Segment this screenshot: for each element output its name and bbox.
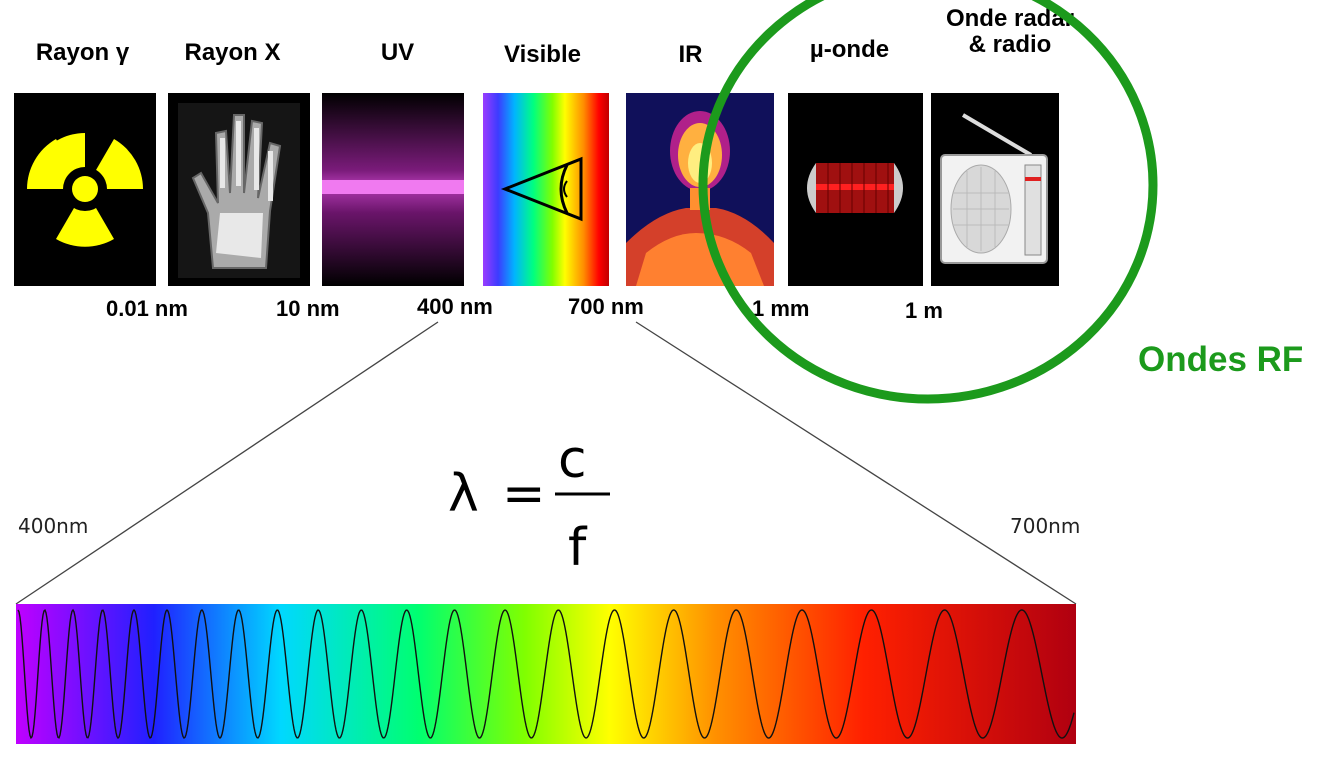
micro-panel [788,93,923,286]
radioactive-icon [27,133,143,247]
tick-10nm: 10 nm [276,296,340,321]
eye-icon [500,156,583,222]
tick-1m: 1 m [905,298,943,323]
tick-700nm: 700 nm [568,294,644,319]
magnetron-icon [807,163,903,213]
band-label-radio-line1: Onde radar [945,5,1075,32]
wavelength-formula: λ = c f [448,430,610,578]
tick-400nm: 400 nm [417,294,493,319]
band-label-xray: Rayon X [184,39,281,66]
radio-panel [931,93,1059,286]
sine-wave [17,608,1075,740]
thermal-person-icon [626,111,774,286]
uv-panel [322,93,464,286]
tick-0-01nm: 0.01 nm [106,296,188,321]
rf-waves-label: Ondes RF [1138,340,1304,379]
gamma-panel [14,93,156,286]
band-label-radio: Onde radar & radio [915,6,1105,58]
zoom-line-left [15,321,439,605]
xray-panel [168,93,310,286]
band-label-micro: µ-onde [809,36,890,63]
radio-icon [940,113,1048,264]
formula-lambda: λ [448,464,479,524]
band-label-ir: IR [678,41,703,68]
zoom-left-label: 400nm [18,514,89,538]
zoom-right-label: 700nm [1010,514,1081,538]
band-label-radio-line2: & radio [968,31,1052,58]
xray-hand-icon [178,103,300,278]
formula-numerator: c [558,430,587,490]
ir-panel [626,93,774,286]
visible-spectrum-bar [16,604,1076,744]
tick-1mm: 1 mm [752,296,810,321]
zoom-line-right [635,321,1077,605]
visible-panel [483,93,609,286]
uv-beam-icon [322,180,464,194]
band-label-visible: Visible [504,41,581,68]
band-label-gamma: Rayon γ [35,39,130,66]
formula-equals: = [502,464,546,524]
band-label-uv: UV [380,39,415,66]
formula-denominator: f [568,518,588,578]
